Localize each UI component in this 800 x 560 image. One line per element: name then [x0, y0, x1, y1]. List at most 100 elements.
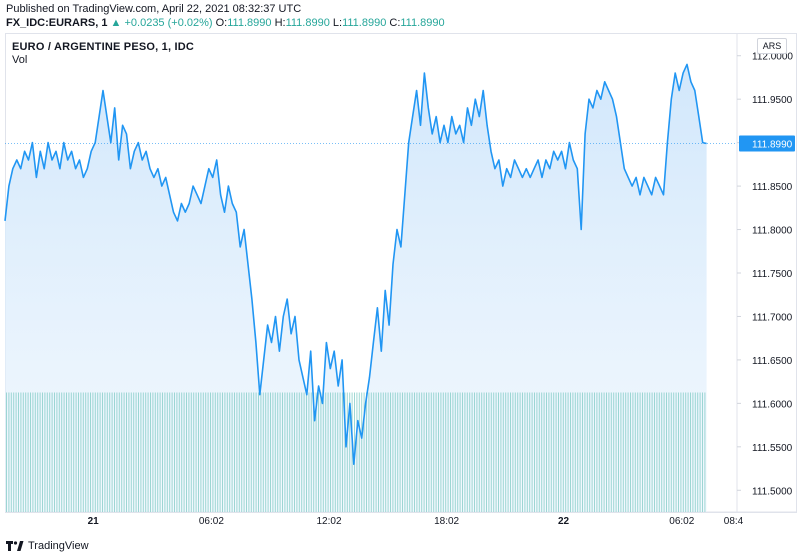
- volume-bar: [394, 392, 396, 512]
- currency-button[interactable]: ARS: [757, 38, 787, 54]
- volume-bar: [435, 392, 437, 512]
- volume-bar: [250, 392, 252, 512]
- volume-bar: [637, 392, 639, 512]
- volume-bar: [210, 392, 211, 512]
- volume-bar: [334, 392, 336, 512]
- low-label: L:: [332, 17, 343, 29]
- volume-bar: [349, 392, 351, 512]
- volume-bar: [166, 392, 168, 512]
- volume-bar: [440, 392, 442, 512]
- volume-bar: [642, 392, 643, 512]
- volume-bar: [6, 392, 7, 512]
- volume-bar: [598, 392, 600, 512]
- volume-bar: [339, 392, 341, 512]
- volume-bar: [608, 392, 610, 512]
- volume-bar: [267, 392, 269, 512]
- volume-bar: [594, 392, 595, 512]
- volume-bar: [262, 392, 264, 512]
- volume-bar: [217, 392, 219, 512]
- volume-bar: [332, 392, 334, 512]
- volume-bar: [87, 392, 89, 512]
- volume-bar: [258, 392, 259, 512]
- volume-bar: [517, 392, 519, 512]
- volume-bar: [202, 392, 204, 512]
- volume-bar: [116, 392, 118, 512]
- volume-bar: [200, 392, 202, 512]
- volume-bar: [310, 392, 312, 512]
- volume-bar: [378, 392, 379, 512]
- volume-bar: [183, 392, 185, 512]
- volume-bar: [704, 392, 706, 512]
- volume-bar: [54, 392, 55, 512]
- volume-bar: [320, 392, 322, 512]
- volume-bar: [603, 392, 605, 512]
- volume-bar: [118, 392, 120, 512]
- volume-bar: [82, 392, 84, 512]
- volume-bar: [58, 392, 60, 512]
- volume-bar: [253, 392, 255, 512]
- volume-bar: [106, 392, 108, 512]
- volume-bar: [390, 392, 391, 512]
- volume-bar: [284, 392, 286, 512]
- volume-bar: [498, 392, 499, 512]
- volume-bar: [368, 392, 370, 512]
- volume-bar: [502, 392, 504, 512]
- volume-bar: [524, 392, 526, 512]
- volume-bar: [639, 392, 641, 512]
- volume-bar: [577, 392, 579, 512]
- volume-bar: [538, 392, 540, 512]
- volume-bar: [452, 392, 454, 512]
- volume-bar: [483, 392, 485, 512]
- volume-bar: [526, 392, 528, 512]
- change-up-icon: ▲: [110, 17, 122, 29]
- volume-bars: [6, 392, 706, 512]
- y-tick-label: 111.7000: [752, 313, 793, 324]
- volume-bar: [438, 392, 439, 512]
- volume-bar: [289, 392, 291, 512]
- volume-bar: [694, 392, 696, 512]
- volume-bar: [680, 392, 682, 512]
- volume-bar: [294, 392, 295, 512]
- volume-bar: [219, 392, 221, 512]
- volume-bar: [584, 392, 586, 512]
- volume-bar: [474, 392, 475, 512]
- volume-bar: [207, 392, 209, 512]
- volume-bar: [61, 392, 63, 512]
- volume-bar: [404, 392, 406, 512]
- volume-bar: [534, 392, 535, 512]
- volume-bar: [586, 392, 588, 512]
- high-value: 111.8990: [285, 17, 330, 29]
- volume-bar: [661, 392, 663, 512]
- volume-bar: [198, 392, 199, 512]
- volume-bar: [159, 392, 161, 512]
- volume-bar: [692, 392, 694, 512]
- volume-bar: [361, 392, 363, 512]
- volume-bar: [613, 392, 615, 512]
- volume-bar: [260, 392, 262, 512]
- volume-bar: [507, 392, 509, 512]
- volume-bar: [308, 392, 310, 512]
- volume-bar: [512, 392, 514, 512]
- volume-bar: [171, 392, 173, 512]
- volume-bar: [493, 392, 495, 512]
- volume-bar: [282, 392, 283, 512]
- volume-bar: [442, 392, 444, 512]
- volume-bar: [625, 392, 627, 512]
- y-tick-label: 112.0000: [752, 52, 793, 63]
- low-value: 111.8990: [342, 17, 387, 29]
- volume-bar: [414, 392, 415, 512]
- volume-bar: [555, 392, 557, 512]
- volume-bar: [500, 392, 502, 512]
- volume-bar: [478, 392, 480, 512]
- volume-bar: [39, 392, 41, 512]
- x-tick-label: 06:02: [669, 516, 694, 527]
- volume-bar: [214, 392, 216, 512]
- volume-bar: [469, 392, 471, 512]
- volume-bar: [238, 392, 240, 512]
- x-tick-label: 08:4: [724, 516, 744, 527]
- chart-legend-title: EURO / ARGENTINE PESO, 1, IDC: [12, 41, 195, 53]
- volume-bar: [70, 392, 72, 512]
- open-label: O:: [215, 17, 228, 29]
- volume-bar: [687, 392, 689, 512]
